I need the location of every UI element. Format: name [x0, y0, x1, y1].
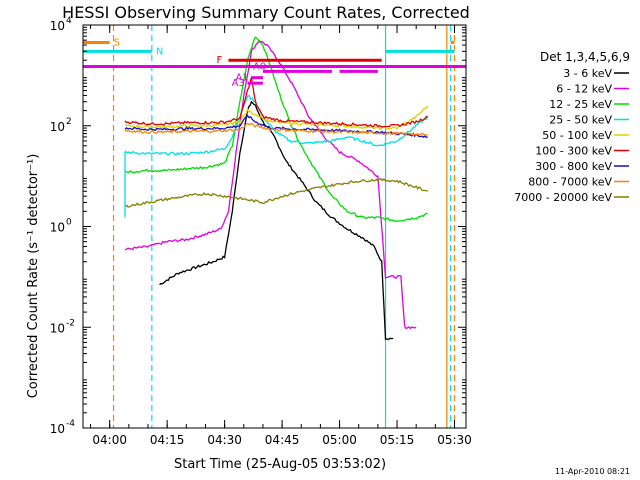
legend-entry-label: 3 - 6 keV	[563, 67, 612, 80]
y-axis-label: Corrected Count Rate (s⁻¹ detector⁻¹)	[26, 154, 41, 399]
flag-bar-label: S	[114, 37, 120, 48]
y-tick-exponent: -4	[66, 419, 75, 429]
legend-entry-label: 100 - 300 keV	[535, 145, 612, 158]
legend-entry-label: 7000 - 20000 keV	[514, 191, 612, 204]
y-tick-exponent: -2	[66, 318, 75, 328]
flag-bar-label: F	[216, 55, 222, 66]
y-tick-label: 10	[50, 221, 65, 235]
legend-entry-label: 50 - 100 keV	[542, 129, 612, 142]
flag-bar-label: A0	[253, 61, 266, 72]
flag-bar-label: A3	[232, 78, 245, 89]
chart-title: HESSI Observing Summary Count Rates, Cor…	[62, 3, 470, 22]
series-line	[124, 177, 429, 208]
series-line	[124, 94, 429, 156]
legend-entry-label: 800 - 7000 keV	[528, 176, 612, 189]
y-tick-exponent: 0	[66, 218, 72, 228]
y-tick-exponent: 4	[66, 16, 72, 26]
legend-entry-label: 25 - 50 keV	[549, 114, 612, 127]
x-tick-label: 04:45	[265, 433, 300, 447]
series-line	[124, 114, 428, 139]
plot-frame	[82, 24, 467, 429]
x-tick-label: 04:00	[92, 433, 127, 447]
x-tick-label: 05:15	[380, 433, 415, 447]
y-tick-label: 10	[50, 120, 65, 134]
series-line	[124, 105, 429, 131]
x-tick-label: 05:00	[322, 433, 357, 447]
x-axis-label: Start Time (25-Aug-05 03:53:02)	[174, 457, 386, 472]
flag-bar-label: A1	[235, 73, 248, 84]
footer-timestamp: 11-Apr-2010 08:21	[555, 467, 630, 476]
legend-entry-label: 300 - 800 keV	[535, 160, 612, 173]
y-tick-label: 10	[50, 321, 65, 335]
x-tick-label: 04:15	[150, 433, 185, 447]
series-line	[124, 36, 428, 223]
series-line	[124, 122, 428, 137]
y-tick-label: 10	[50, 422, 65, 436]
legend-title: Det 1,3,4,5,6,9	[540, 50, 630, 64]
x-tick-label: 04:30	[207, 433, 242, 447]
x-tick-label: 05:30	[437, 433, 472, 447]
y-tick-label: 10	[50, 19, 65, 33]
plot-area	[112, 25, 456, 428]
legend-entry-label: 6 - 12 keV	[556, 83, 612, 96]
flag-bar-label: N	[156, 46, 163, 57]
series-line	[124, 75, 428, 128]
legend-entry-label: 12 - 25 keV	[549, 98, 612, 111]
y-tick-exponent: 2	[66, 117, 72, 127]
series-line	[159, 100, 394, 341]
series-line	[124, 39, 417, 330]
